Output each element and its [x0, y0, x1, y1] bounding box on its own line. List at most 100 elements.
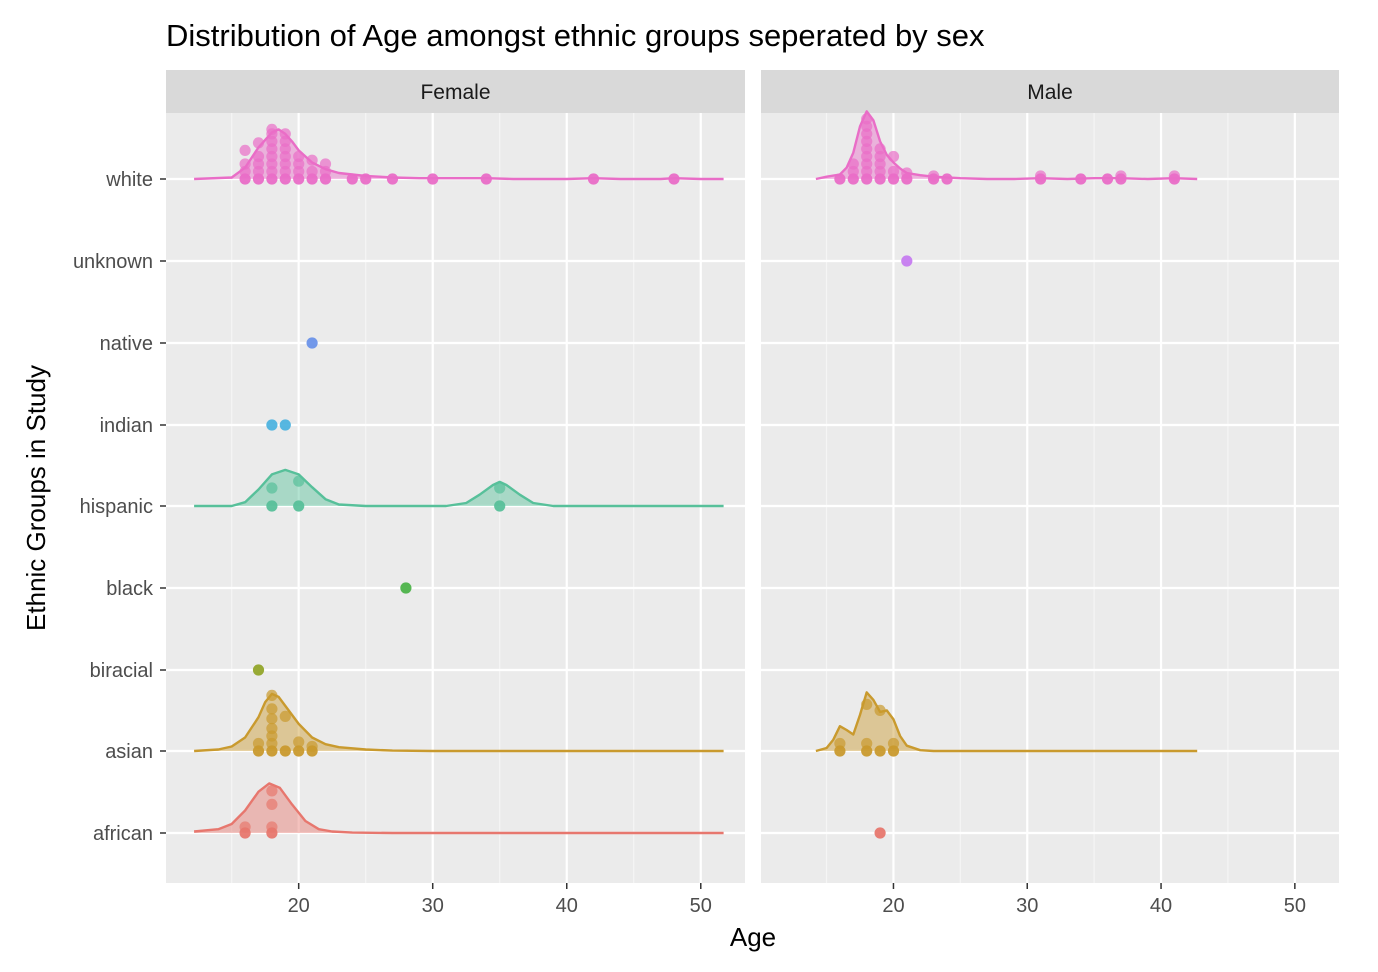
series-black — [400, 582, 412, 594]
density-line-white — [815, 110, 1198, 181]
data-point-asian — [279, 710, 291, 723]
data-point-hispanic — [494, 500, 506, 512]
data-point-asian — [293, 736, 305, 748]
data-point-white — [887, 150, 900, 163]
series-biracial — [252, 664, 265, 676]
data-point-white — [293, 150, 305, 163]
data-point-white — [887, 165, 900, 178]
data-point-asian — [266, 713, 278, 725]
data-point-asian — [266, 689, 278, 702]
data-point-white — [279, 128, 291, 140]
x-tick-label: 40 — [556, 895, 578, 917]
y-tick-label-african: african — [93, 823, 153, 845]
data-point-white — [901, 167, 913, 179]
x-axis-title: Age — [730, 922, 776, 952]
data-point-asian — [861, 698, 873, 711]
facet-strip-label: Female — [420, 81, 490, 104]
data-point-white — [319, 158, 332, 170]
data-point-hispanic — [266, 482, 278, 494]
y-axis: african asian biracial black hispanic indian n… — [73, 169, 166, 845]
y-axis-title: Ethnic Groups in Study — [21, 365, 51, 631]
data-point-asian — [887, 737, 900, 750]
series-asian — [815, 691, 1198, 757]
data-point-asian — [306, 740, 318, 753]
data-point-african — [874, 827, 886, 839]
data-point-white — [306, 165, 318, 178]
chart-title: Distribution of Age amongst ethnic group… — [166, 18, 985, 53]
data-point-asian — [252, 737, 265, 750]
data-point-asian — [279, 745, 291, 757]
series-hispanic — [194, 468, 724, 512]
y-tick-label-black: black — [106, 578, 154, 600]
data-point-white — [480, 173, 492, 185]
y-tick-label-indian: indian — [100, 415, 153, 437]
data-point-hispanic — [494, 482, 506, 494]
data-point-indian — [266, 419, 278, 431]
panels-layer: Female 20 30 40 50 Male 20 30 40 50 — [166, 70, 1339, 917]
density-area-asian — [194, 693, 724, 751]
facet-panel-female: Female 20 30 40 50 — [166, 70, 745, 917]
y-tick-label-white: white — [105, 169, 153, 191]
x-tick-label: 20 — [288, 895, 310, 917]
data-point-african — [266, 785, 278, 797]
data-point-white — [928, 170, 940, 182]
density-area-asian — [815, 692, 1198, 751]
data-point-asian — [266, 703, 278, 715]
data-point-asian — [874, 745, 886, 757]
data-point-asian — [874, 704, 886, 717]
data-point-white — [306, 154, 318, 166]
data-point-white — [1101, 173, 1114, 185]
density-line-asian — [815, 691, 1198, 753]
data-point-white — [941, 173, 953, 185]
x-tick-label: 50 — [690, 895, 712, 917]
series-white — [815, 110, 1198, 185]
facet-strip — [166, 70, 745, 113]
density-line-hispanic — [194, 468, 724, 508]
data-point-indian — [279, 419, 291, 431]
data-point-white — [1075, 173, 1087, 185]
density-line-asian — [194, 692, 724, 753]
data-point-hispanic — [293, 500, 305, 512]
data-point-white — [346, 173, 358, 185]
series-white — [194, 123, 724, 185]
data-point-african — [266, 798, 278, 811]
data-point-white — [668, 173, 680, 185]
series-indian — [266, 419, 291, 431]
y-tick-label-native: native — [100, 333, 153, 355]
facet-panel-male: Male 20 30 40 50 — [761, 70, 1339, 917]
series-asian — [194, 689, 724, 757]
x-tick-label: 20 — [882, 895, 904, 917]
data-point-black — [400, 582, 412, 594]
data-point-white — [252, 137, 265, 149]
series-native — [306, 337, 318, 349]
data-point-white — [266, 123, 278, 135]
data-point-white — [239, 144, 251, 156]
y-tick-label-biracial: biracial — [90, 660, 153, 682]
facet-strip — [761, 70, 1339, 113]
data-point-hispanic — [266, 500, 278, 512]
x-tick-label: 30 — [422, 895, 444, 917]
data-point-white — [1035, 170, 1047, 182]
data-point-white — [427, 173, 439, 185]
panel-background — [761, 113, 1339, 883]
data-point-asian — [861, 737, 873, 750]
y-tick-label-asian: asian — [105, 741, 153, 763]
data-point-unknown — [901, 255, 913, 267]
data-point-white — [252, 150, 265, 163]
density-line-african — [193, 782, 724, 835]
data-point-white — [587, 173, 600, 185]
data-point-white — [239, 158, 251, 170]
x-tick-label: 50 — [1284, 895, 1306, 917]
series-african — [193, 782, 724, 839]
data-point-white — [861, 113, 873, 125]
data-point-white — [834, 173, 846, 185]
y-tick-label-unknown: unknown — [73, 251, 153, 273]
data-point-native — [306, 337, 318, 349]
facet-strip-label: Male — [1027, 81, 1073, 104]
density-area-hispanic — [194, 469, 724, 506]
data-point-white — [874, 143, 886, 155]
data-point-white — [1168, 170, 1180, 182]
series-african — [874, 827, 886, 839]
